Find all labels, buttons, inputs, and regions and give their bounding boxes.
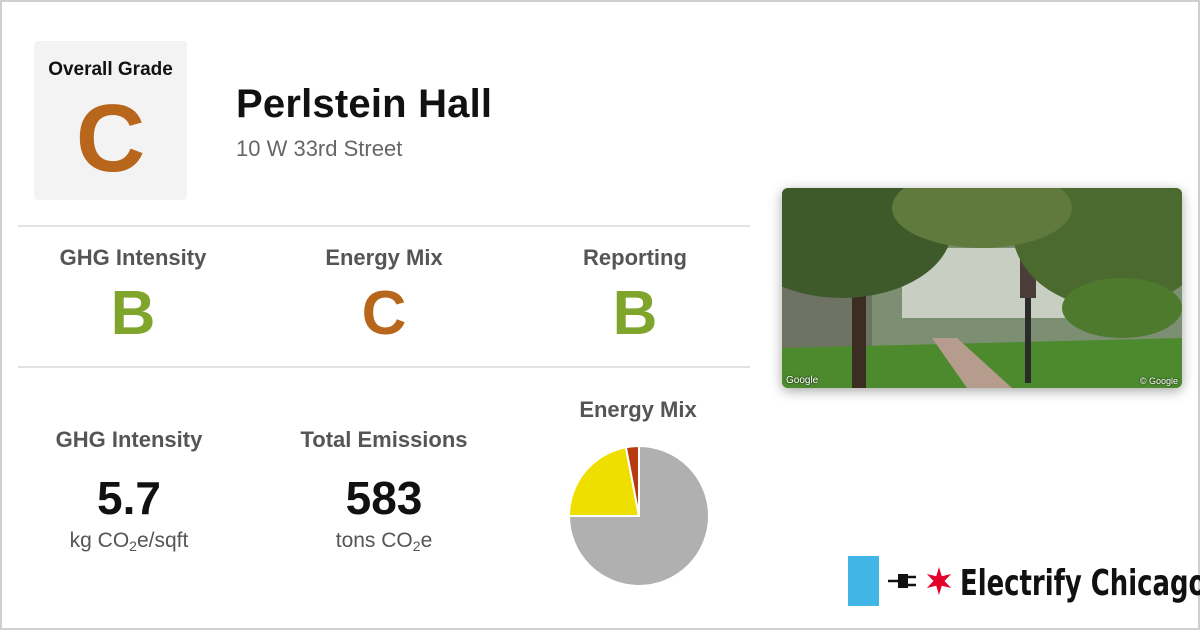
stat-label: GHG Intensity: [55, 427, 203, 452]
sub-grade-label: Energy Mix: [325, 245, 443, 270]
chicago-star-icon: [926, 567, 952, 595]
pie-slice-yellow: [567, 446, 641, 517]
sub-grade-letter: C: [361, 279, 407, 348]
pie-slice-red: [624, 444, 640, 517]
energy-mix-pie-chart: [567, 444, 710, 587]
stat-value: 583: [345, 472, 423, 524]
sub-grade-letter: B: [110, 279, 156, 348]
stat-ghg-intensity: GHG Intensity 5.7 kg CO2e/sqft: [9, 427, 249, 554]
divider-top: [18, 225, 750, 227]
stat-unit: tons CO2e: [335, 529, 433, 554]
sub-grade-ghg-intensity: GHG Intensity B: [13, 245, 253, 345]
street-view-image: [782, 188, 1182, 388]
sub-grade-reporting: Reporting B: [515, 245, 755, 345]
sub-grade-label: Reporting: [583, 245, 687, 270]
stat-value: 5.7: [97, 472, 161, 524]
divider-bottom: [18, 366, 750, 368]
building-address: 10 W 33rd Street: [236, 136, 403, 161]
overall-grade-letter: C: [75, 85, 146, 192]
brand-color-block: [848, 556, 879, 606]
brand-name: Electrify Chicago: [960, 563, 1200, 604]
star-shape: [926, 567, 952, 595]
stat-label: Total Emissions: [300, 427, 468, 452]
stat-total-emissions: Total Emissions 583 tons CO2e: [264, 427, 504, 554]
sub-grade-letter: B: [612, 279, 658, 348]
sub-grade-energy-mix: Energy Mix C: [264, 245, 504, 345]
photo-copyright: © Google: [1139, 376, 1178, 386]
overall-grade-box: Overall Grade C: [34, 41, 187, 200]
building-name: Perlstein Hall: [236, 82, 493, 126]
stat-unit: kg CO2e/sqft: [69, 529, 189, 554]
photo-credit: Google: [786, 375, 819, 386]
overall-grade-label: Overall Grade: [48, 59, 173, 80]
building-street-photo[interactable]: Google © Google: [782, 188, 1182, 388]
energy-mix-title: Energy Mix: [579, 397, 697, 422]
sub-grade-label: GHG Intensity: [59, 245, 207, 270]
plug-icon: [888, 574, 916, 588]
